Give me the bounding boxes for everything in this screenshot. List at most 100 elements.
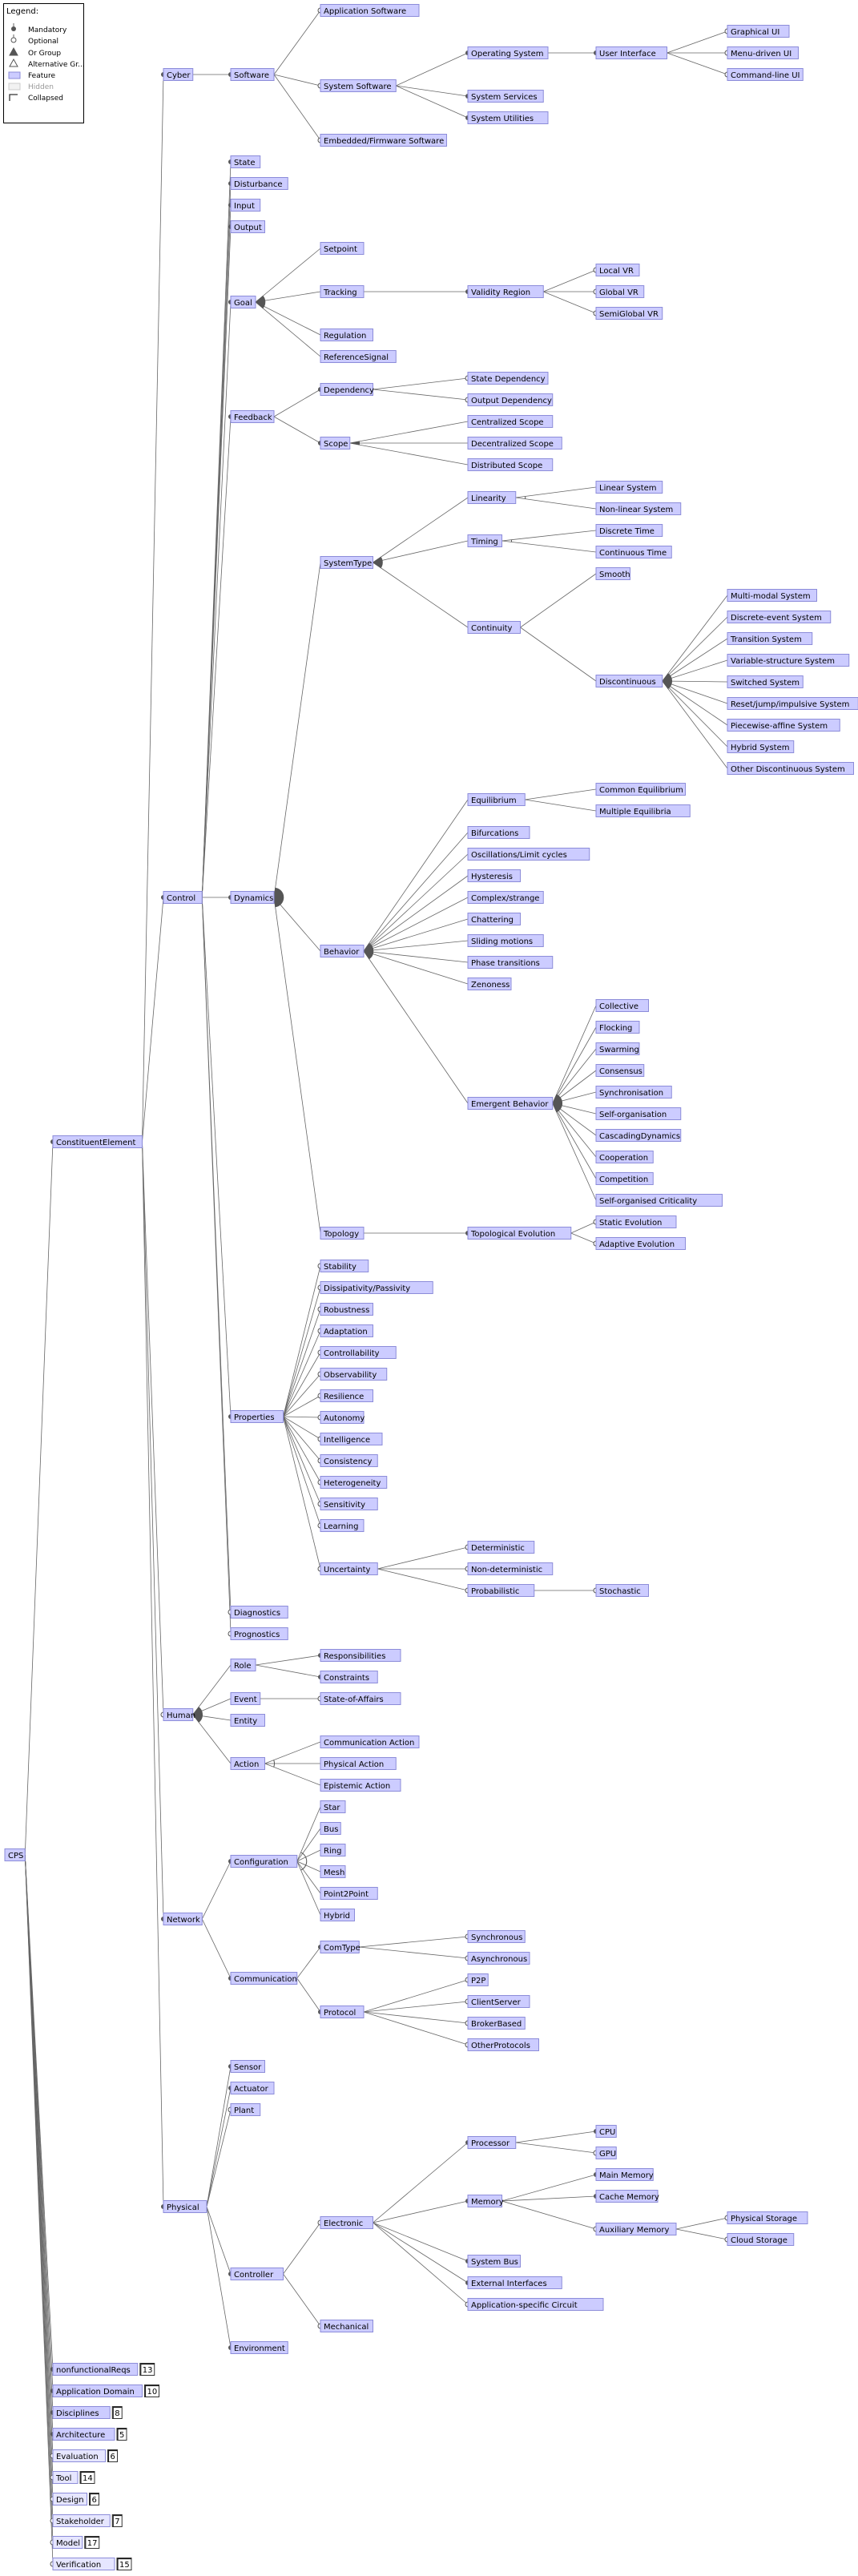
feature-reset-jump-impulsive-system[interactable]: Reset/jump/impulsive System [727, 697, 858, 710]
feature-decentralized-scope[interactable]: Decentralized Scope [467, 437, 562, 449]
feature-comtype[interactable]: ComType [320, 1941, 361, 1953]
feature-learning[interactable]: Learning [320, 1519, 365, 1532]
feature-setpoint[interactable]: Setpoint [320, 242, 365, 255]
feature-electronic[interactable]: Electronic [320, 2216, 373, 2229]
feature-probabilistic[interactable]: Probabilistic [467, 1584, 535, 1597]
feature-user-interface[interactable]: User Interface [595, 46, 667, 59]
feature-chattering[interactable]: Chattering [467, 913, 521, 925]
collapsed-count-badge[interactable]: 15 [116, 2558, 132, 2570]
feature-memory[interactable]: Memory [467, 2195, 504, 2207]
feature-graphical-ui[interactable]: Graphical UI [727, 25, 790, 38]
feature-systemtype[interactable]: SystemType [320, 556, 373, 569]
feature-timing[interactable]: Timing [467, 534, 502, 547]
feature-sensitivity[interactable]: Sensitivity [320, 1498, 378, 1510]
feature-state[interactable]: State [230, 155, 261, 168]
feature-semiglobal-vr[interactable]: SemiGlobal VR [595, 307, 663, 320]
feature-embedded-firmware-software[interactable]: Embedded/Firmware Software [320, 134, 447, 147]
feature-auxiliary-memory[interactable]: Auxiliary Memory [595, 2223, 677, 2235]
feature-cyber[interactable]: Cyber [163, 68, 194, 81]
feature-menu-driven-ui[interactable]: Menu-driven UI [727, 46, 799, 59]
feature-flocking[interactable]: Flocking [595, 1021, 640, 1034]
feature-environment[interactable]: Environment [230, 2341, 288, 2354]
feature-discrete-event-system[interactable]: Discrete-event System [727, 611, 832, 623]
feature-epistemic-action[interactable]: Epistemic Action [320, 1779, 401, 1792]
feature-software[interactable]: Software [230, 68, 275, 81]
feature-continuity[interactable]: Continuity [467, 621, 521, 634]
feature-resilience[interactable]: Resilience [320, 1389, 373, 1402]
feature-brokerbased[interactable]: BrokerBased [467, 2017, 526, 2030]
feature-swarming[interactable]: Swarming [595, 1042, 640, 1055]
collapsed-count-badge[interactable]: 14 [79, 2471, 95, 2484]
feature-topology[interactable]: Topology [320, 1227, 365, 1240]
feature-action[interactable]: Action [230, 1757, 265, 1770]
feature-validity-region[interactable]: Validity Region [467, 285, 544, 298]
feature-asynchronous[interactable]: Asynchronous [467, 1952, 530, 1965]
feature-point2point[interactable]: Point2Point [320, 1887, 378, 1900]
feature-continuous-time[interactable]: Continuous Time [595, 546, 672, 558]
feature-physical-storage[interactable]: Physical Storage [727, 2211, 808, 2224]
feature-competition[interactable]: Competition [595, 1172, 654, 1185]
feature-feedback[interactable]: Feedback [230, 410, 275, 423]
feature-self-organisation[interactable]: Self-organisation [595, 1107, 682, 1120]
feature-external-interfaces[interactable]: External Interfaces [467, 2276, 562, 2289]
feature-cpu[interactable]: CPU [595, 2125, 617, 2138]
feature-bifurcations[interactable]: Bifurcations [467, 826, 530, 839]
feature-heterogeneity[interactable]: Heterogeneity [320, 1476, 388, 1489]
feature-topological-evolution[interactable]: Topological Evolution [467, 1227, 572, 1240]
feature-cache-memory[interactable]: Cache Memory [595, 2190, 659, 2203]
feature-verification[interactable]: Verification 15 [52, 2558, 132, 2570]
feature-dependency[interactable]: Dependency [320, 383, 374, 396]
feature-control[interactable]: Control [163, 891, 203, 904]
feature-variable-structure-system[interactable]: Variable-structure System [727, 654, 850, 667]
feature-static-evolution[interactable]: Static Evolution [595, 1215, 677, 1228]
feature-tracking[interactable]: Tracking [320, 285, 365, 298]
collapsed-count-badge[interactable]: 17 [84, 2536, 100, 2549]
feature-stakeholder[interactable]: Stakeholder 7 [52, 2514, 123, 2527]
feature-gpu[interactable]: GPU [595, 2147, 617, 2159]
feature-command-line-ui[interactable]: Command-line UI [727, 68, 804, 81]
feature-stochastic[interactable]: Stochastic [595, 1584, 649, 1597]
feature-controllability[interactable]: Controllability [320, 1346, 397, 1359]
feature-transition-system[interactable]: Transition System [727, 632, 813, 645]
feature-regulation[interactable]: Regulation [320, 329, 373, 341]
feature-human[interactable]: Human [163, 1708, 195, 1721]
feature-evaluation[interactable]: Evaluation 6 [52, 2449, 118, 2462]
feature-local-vr[interactable]: Local VR [595, 264, 640, 276]
feature-global-vr[interactable]: Global VR [595, 285, 645, 298]
feature-application-specific-circuit[interactable]: Application-specific Circuit [467, 2298, 604, 2311]
feature-equilibrium[interactable]: Equilibrium [467, 793, 526, 806]
feature-event[interactable]: Event [230, 1692, 261, 1705]
feature-common-equilibrium[interactable]: Common Equilibrium [595, 783, 686, 796]
feature-processor[interactable]: Processor [467, 2136, 517, 2149]
feature-application-domain[interactable]: Application Domain 10 [52, 2385, 159, 2397]
feature-cps[interactable]: CPS [4, 1848, 26, 1861]
feature-model[interactable]: Model 17 [52, 2536, 100, 2549]
feature-controller[interactable]: Controller [230, 2268, 284, 2280]
collapsed-count-badge[interactable]: 5 [116, 2428, 127, 2441]
feature-non-deterministic[interactable]: Non-deterministic [467, 1562, 554, 1575]
feature-clientserver[interactable]: ClientServer [467, 1995, 530, 2008]
feature-output[interactable]: Output [230, 220, 265, 233]
feature-intelligence[interactable]: Intelligence [320, 1433, 383, 1445]
feature-behavior[interactable]: Behavior [320, 945, 365, 957]
feature-physical[interactable]: Physical [163, 2200, 207, 2213]
feature-configuration[interactable]: Configuration [230, 1855, 298, 1868]
feature-multiple-equilibria[interactable]: Multiple Equilibria [595, 804, 691, 817]
collapsed-count-badge[interactable]: 13 [139, 2363, 155, 2376]
feature-prognostics[interactable]: Prognostics [230, 1627, 288, 1640]
feature-application-software[interactable]: Application Software [320, 4, 420, 17]
feature-stability[interactable]: Stability [320, 1260, 369, 1272]
feature-tool[interactable]: Tool 14 [52, 2471, 95, 2484]
feature-discontinuous[interactable]: Discontinuous [595, 675, 663, 687]
feature-communication-action[interactable]: Communication Action [320, 1735, 420, 1748]
feature-adaptive-evolution[interactable]: Adaptive Evolution [595, 1237, 686, 1250]
feature-properties[interactable]: Properties [230, 1410, 284, 1423]
feature-cloud-storage[interactable]: Cloud Storage [727, 2233, 795, 2246]
feature-self-organised-criticality[interactable]: Self-organised Criticality [595, 1194, 723, 1207]
feature-dissipativity-passivity[interactable]: Dissipativity/Passivity [320, 1281, 433, 1294]
feature-protocol[interactable]: Protocol [320, 2006, 365, 2018]
feature-robustness[interactable]: Robustness [320, 1303, 373, 1316]
feature-emergent-behavior[interactable]: Emergent Behavior [467, 1097, 554, 1110]
feature-disturbance[interactable]: Disturbance [230, 177, 288, 190]
feature-uncertainty[interactable]: Uncertainty [320, 1562, 378, 1575]
